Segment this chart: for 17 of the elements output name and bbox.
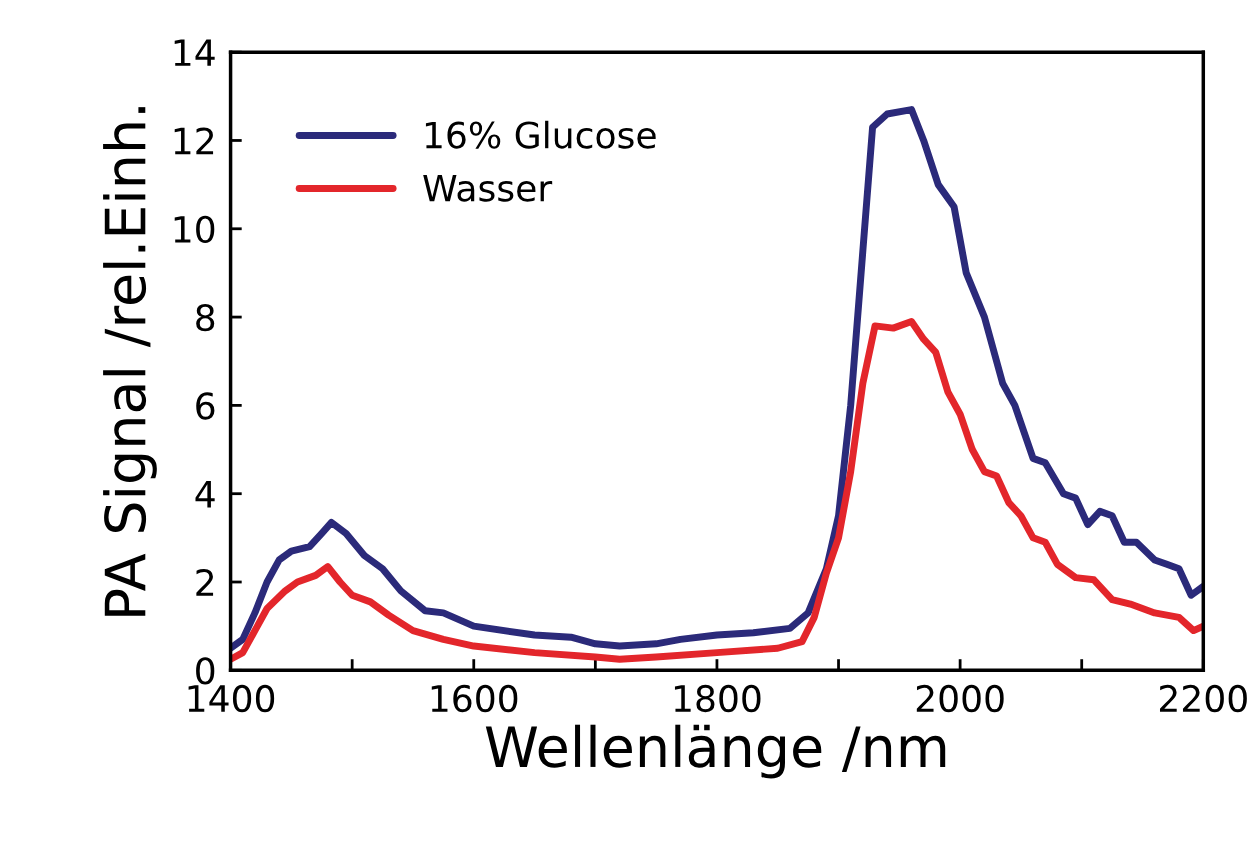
- x-tick-label: 2000: [916, 684, 1004, 713]
- y-tick-label: 12: [174, 127, 214, 155]
- y-axis-title: PA Signal /rel.Einh.: [103, 107, 157, 616]
- x-tick-label: 1800: [674, 684, 761, 713]
- legend-label: Wasser: [423, 174, 553, 202]
- y-tick-label: 14: [174, 39, 215, 66]
- x-tick-label: 1600: [431, 684, 518, 713]
- y-tick-label: 0: [196, 657, 215, 685]
- legend-label: 16% Glucose: [425, 120, 656, 149]
- y-tick-label: 10: [174, 215, 215, 244]
- x-axis-title: Wellenlänge /nm: [485, 724, 946, 779]
- y-tick-label: 2: [196, 568, 214, 596]
- y-tick-label: 4: [195, 481, 215, 508]
- x-tick-label: 1400: [188, 684, 275, 713]
- y-tick-label: 8: [196, 304, 215, 332]
- x-tick-label: 2200: [1159, 684, 1247, 713]
- y-tick-label: 6: [196, 392, 215, 420]
